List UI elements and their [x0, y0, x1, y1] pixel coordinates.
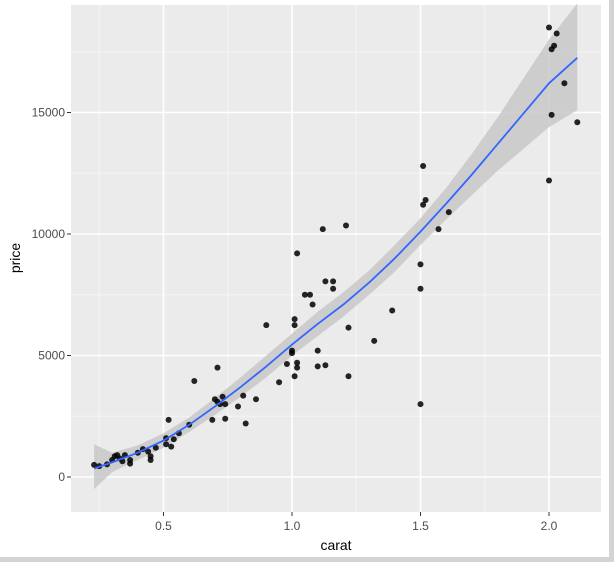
data-point [294, 364, 301, 371]
data-point [209, 416, 216, 423]
data-point [322, 362, 329, 369]
data-point [219, 393, 226, 400]
y-axis-title: price [7, 243, 23, 274]
data-point [222, 401, 229, 408]
data-point [417, 401, 424, 408]
data-point [345, 324, 352, 331]
data-point [276, 379, 283, 386]
data-point [168, 443, 175, 450]
data-point [422, 197, 429, 203]
data-point [235, 403, 241, 410]
data-point [240, 392, 247, 399]
data-point [330, 278, 337, 285]
data-point [319, 226, 326, 233]
x-tick-label: 0.5 [155, 519, 172, 533]
data-point [222, 415, 229, 422]
data-point [145, 448, 152, 455]
data-point [283, 361, 290, 367]
data-point [553, 30, 560, 37]
data-point [263, 322, 270, 329]
data-point [330, 285, 337, 292]
data-point [420, 201, 427, 208]
y-tick-label: 10000 [32, 227, 66, 241]
data-point [322, 278, 329, 285]
data-point [417, 285, 424, 292]
data-point [165, 416, 172, 423]
data-point [309, 301, 316, 308]
data-point [191, 378, 198, 384]
data-point [91, 461, 98, 468]
window-border-right [609, 0, 614, 562]
data-point [294, 250, 301, 257]
data-point [253, 396, 259, 403]
x-tick-label: 1.5 [412, 519, 429, 533]
x-axis-title: carat [320, 537, 351, 553]
data-point [435, 226, 442, 233]
data-point [291, 373, 298, 380]
data-point [345, 373, 352, 380]
data-point [546, 24, 552, 31]
data-point [170, 436, 177, 443]
data-point [548, 111, 555, 118]
data-point [291, 322, 298, 329]
y-axis: 0 5000 10000 15000 [32, 106, 71, 484]
data-point [574, 119, 581, 126]
window-border-bottom [0, 557, 614, 562]
data-point [389, 307, 396, 314]
data-point [294, 359, 301, 366]
data-point [242, 420, 249, 427]
data-point [289, 347, 295, 354]
data-point [343, 222, 349, 229]
smooth-line [93, 57, 578, 470]
data-point [561, 80, 568, 87]
data-point [371, 337, 378, 344]
data-point [301, 291, 308, 298]
y-tick-label: 5000 [38, 349, 65, 363]
data-point [291, 316, 298, 323]
data-point [163, 441, 170, 448]
minor-gridlines [71, 5, 601, 512]
data-point [127, 457, 134, 463]
y-tick-label: 15000 [32, 106, 66, 120]
data-point [214, 364, 221, 371]
data-point [314, 363, 321, 370]
data-point [417, 261, 424, 268]
y-tick-label: 0 [58, 470, 65, 484]
data-point [551, 42, 558, 49]
data-point [445, 209, 452, 216]
x-tick-label: 2.0 [541, 519, 558, 533]
loess-line [93, 57, 578, 470]
data-point [147, 453, 154, 460]
data-point [152, 444, 159, 451]
data-point [546, 177, 552, 184]
data-point [314, 347, 321, 354]
data-point [420, 163, 427, 169]
data-point [307, 291, 313, 298]
plot-panel [71, 5, 601, 512]
x-axis: 0.5 1.0 1.5 2.0 [155, 512, 558, 533]
x-tick-label: 1.0 [284, 519, 301, 533]
